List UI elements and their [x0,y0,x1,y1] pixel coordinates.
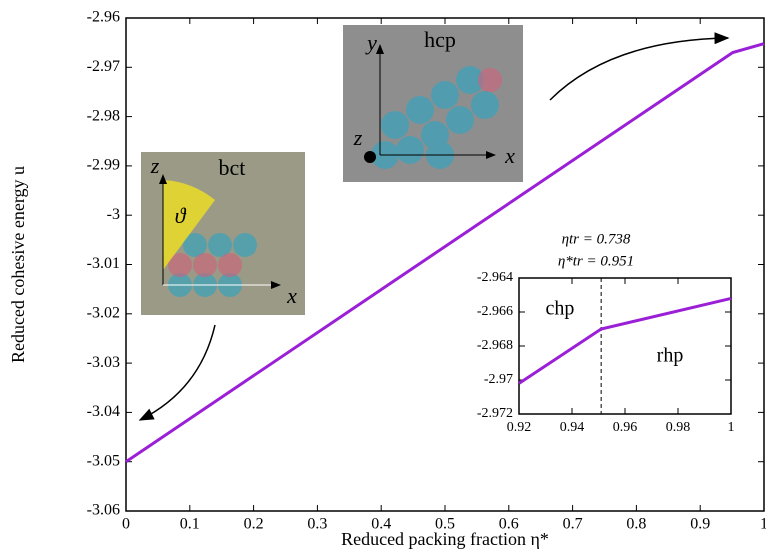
y-tick-label: -3.02 [87,304,120,321]
axis-dot [364,151,376,163]
y-tick-label: -2.972 [477,406,513,421]
y-tick-label: -2.966 [477,304,513,319]
region-label: rhp [657,345,684,367]
x-tick-label: 0.4 [371,516,391,533]
x-tick-label: 0.98 [666,420,691,435]
x-tick-label: 0.6 [499,516,519,533]
data-line [518,296,732,385]
x-tick-label: 0.5 [435,516,455,533]
annotation: ηtr = 0.738 [562,231,631,247]
inset-axis-label: x [504,143,515,168]
y-tick-label: -3.01 [87,255,120,272]
y-tick-label: -2.964 [477,270,513,285]
x-tick-label: 0.1 [180,516,200,533]
y-tick-label: -2.97 [87,58,120,75]
x-tick-label: 0.2 [244,516,264,533]
angle [163,180,215,270]
data-line [125,42,765,463]
inset-axis-label: y [365,30,377,55]
inset-label: bct [219,155,246,180]
x-tick-label: 1 [728,420,735,435]
x-tick-label: 0.7 [563,516,583,533]
arrow [549,32,730,101]
x-tick-label: 0.92 [507,420,532,435]
x-tick-label: 0.94 [560,420,585,435]
inset-axis-label: z [353,125,363,150]
y-tick-label: -2.98 [87,107,120,124]
x-tick-label: 0.3 [307,516,327,533]
arrow [138,324,216,421]
x-tick-label: 0.9 [690,516,710,533]
inset-axis-label: x [286,283,297,308]
y-tick-label: -3.05 [87,452,120,469]
y-tick-label: -2.99 [87,157,120,174]
x-axis-label: Reduced packing fraction η* [341,529,549,549]
y-axis-label: Reduced cohesive energy u [8,166,28,363]
y-tick-label: -3.06 [87,502,120,519]
y-tick-label: -2.96 [87,9,120,26]
x-tick-label: 1 [760,516,766,533]
x-tick-label: 0.96 [613,420,638,435]
region-label: chp [546,298,575,320]
x-tick-label: 0 [122,516,130,533]
x-tick-label: 0.8 [626,516,646,533]
y-tick-label: -2.968 [477,338,513,353]
inset-label: hcp [424,27,456,52]
y-tick-label: -3.04 [87,403,120,420]
annotation: η*tr = 0.951 [558,253,634,269]
y-tick-label: -3 [107,206,120,223]
inset-axis-label: z [150,153,160,178]
y-tick-label: -3.03 [87,354,120,371]
inset-axis-label: ϑ [175,203,187,228]
y-tick-label: -2.97 [484,372,513,387]
